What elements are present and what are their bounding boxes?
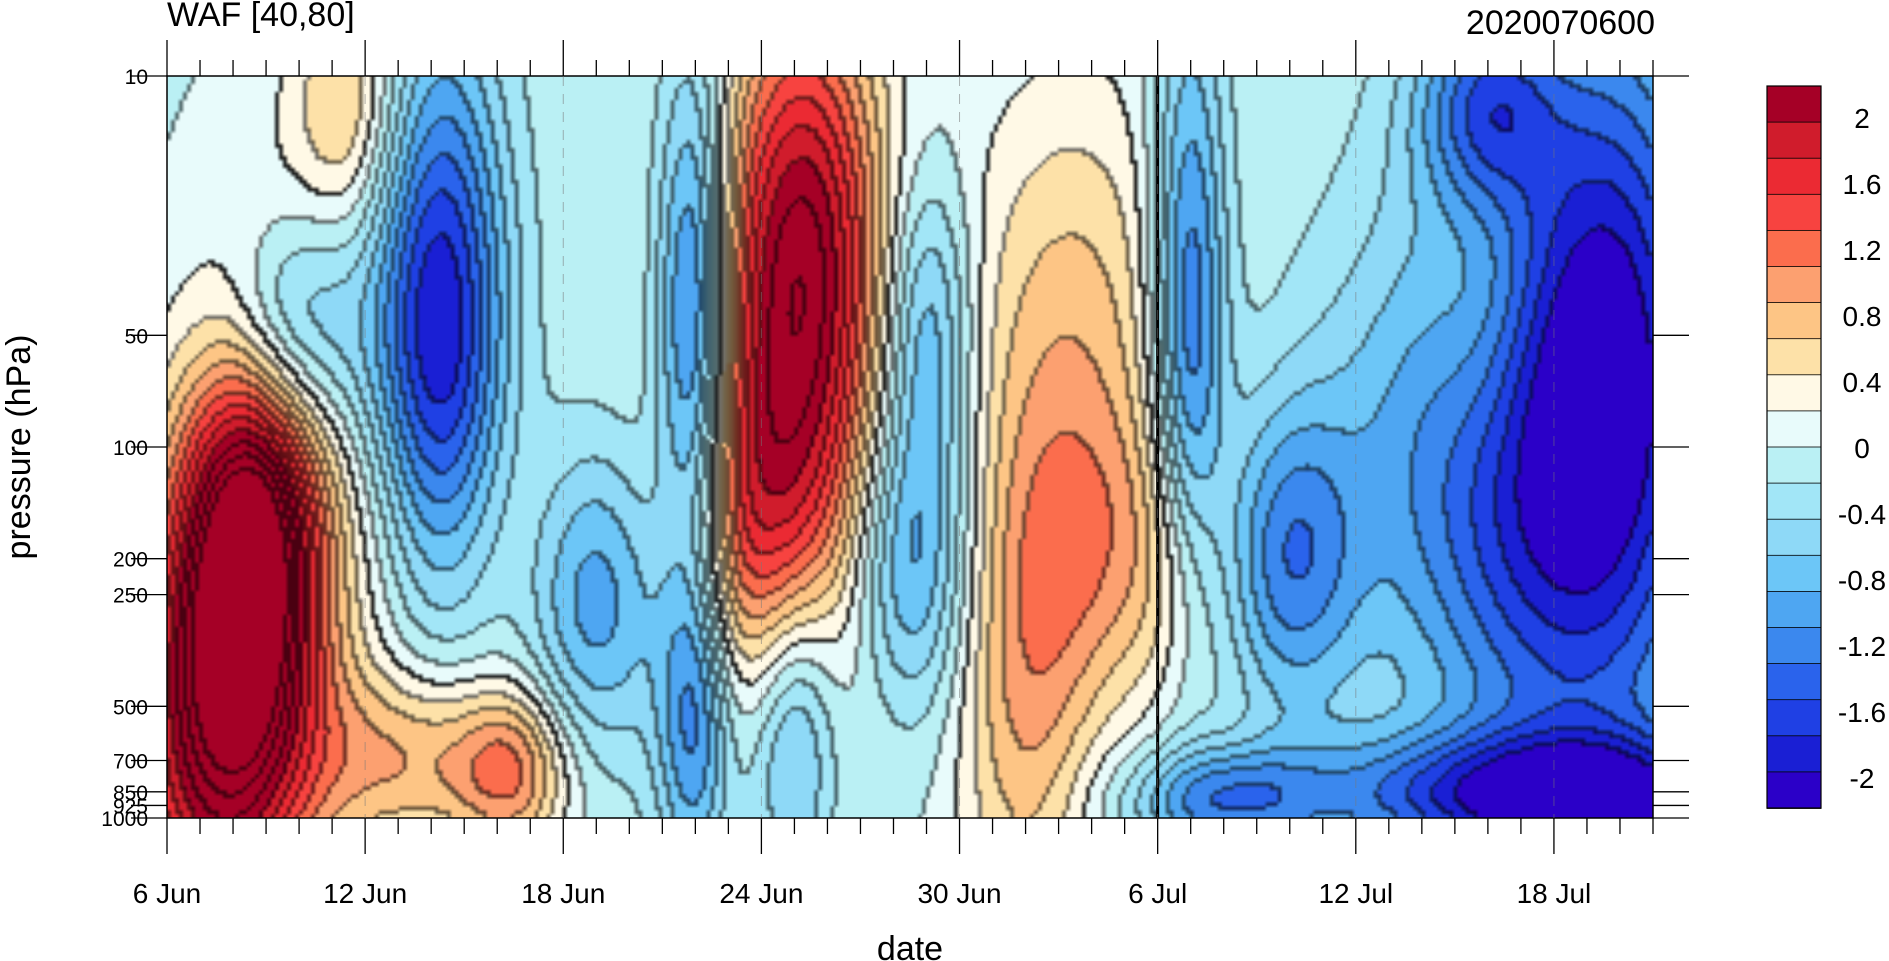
x-tick-label: 24 Jun — [719, 878, 803, 909]
colorbar-label: -0.4 — [1838, 499, 1886, 530]
y-tick-label: 500 — [113, 696, 148, 719]
x-tick-label: 30 Jun — [917, 878, 1001, 909]
colorbar-label: 1.6 — [1843, 169, 1882, 200]
x-axis-label: date — [877, 930, 943, 961]
colorbar-swatch — [1766, 121, 1822, 160]
colorbar-swatch — [1766, 663, 1822, 701]
colorbar-swatch — [1766, 374, 1822, 412]
colorbar-swatch — [1766, 591, 1822, 629]
colorbar-swatch — [1766, 627, 1822, 665]
x-axis-ticks — [166, 40, 1654, 854]
colorbar-swatch — [1766, 410, 1822, 448]
y-tick-label: 700 — [113, 751, 148, 774]
colorbar-swatch — [1766, 446, 1822, 484]
colorbar-label: -2 — [1850, 763, 1875, 794]
colorbar-swatch — [1766, 157, 1822, 196]
contour-fill-image — [167, 76, 1653, 818]
chart-title: WAF [40,80] — [167, 0, 355, 34]
y-tick-label: 925 — [113, 795, 148, 818]
y-tick-label: 250 — [113, 585, 148, 608]
colorbar-swatch — [1766, 699, 1822, 737]
contour-field — [167, 76, 1653, 818]
colorbar-label: -1.6 — [1838, 697, 1886, 728]
y-axis-label: pressure (hPa) — [0, 335, 38, 560]
x-tick-label: 18 Jul — [1517, 878, 1592, 909]
colorbar-label: 0.4 — [1843, 367, 1882, 398]
colorbar-swatch — [1766, 85, 1822, 123]
y-tick-label: 50 — [125, 325, 148, 348]
colorbar-swatch — [1766, 518, 1822, 557]
colorbar-label: -0.8 — [1838, 565, 1886, 596]
colorbar — [1766, 85, 1822, 809]
colorbar-swatch — [1766, 554, 1822, 593]
chart-subtitle: 2020070600 — [1466, 4, 1655, 42]
colorbar-swatch — [1766, 266, 1822, 304]
colorbar-label: 1.2 — [1843, 235, 1882, 266]
colorbar-swatch — [1766, 735, 1822, 773]
colorbar-swatch — [1766, 193, 1822, 232]
y-tick-label: 200 — [113, 549, 148, 572]
colorbar-swatch — [1766, 482, 1822, 521]
colorbar-label: 2 — [1854, 103, 1870, 134]
y-tick-label: 10 — [125, 66, 148, 89]
colorbar-labels: 2 1.6 1.2 0.8 0.4 0 -0.4 -0.8 -1.2 -1.6 -2 — [1838, 103, 1886, 794]
x-tick-label: 6 Jun — [133, 878, 202, 909]
y-tick-label: 850 — [113, 782, 148, 805]
y-axis-ticks — [131, 75, 1689, 819]
colorbar-swatch — [1766, 229, 1822, 268]
colorbar-frame — [1766, 85, 1822, 809]
colorbar-label: -1.2 — [1838, 631, 1886, 662]
x-tick-label: 6 Jul — [1128, 878, 1187, 909]
colorbar-swatch — [1766, 771, 1822, 809]
y-tick-label: 100 — [113, 437, 148, 460]
x-tick-label: 12 Jun — [323, 878, 407, 909]
x-axis-tick-labels: 6 Jun 12 Jun 18 Jun 24 Jun 30 Jun 6 Jul 12 Jul… — [133, 878, 1592, 909]
y-tick-label: 1000 — [101, 808, 148, 831]
x-tick-label: 12 Jul — [1318, 878, 1393, 909]
colorbar-label: 0 — [1854, 433, 1870, 464]
x-tick-label: 18 Jun — [521, 878, 605, 909]
colorbar-swatch — [1766, 302, 1822, 340]
colorbar-swatch — [1766, 338, 1822, 376]
colorbar-label: 0.8 — [1843, 301, 1882, 332]
